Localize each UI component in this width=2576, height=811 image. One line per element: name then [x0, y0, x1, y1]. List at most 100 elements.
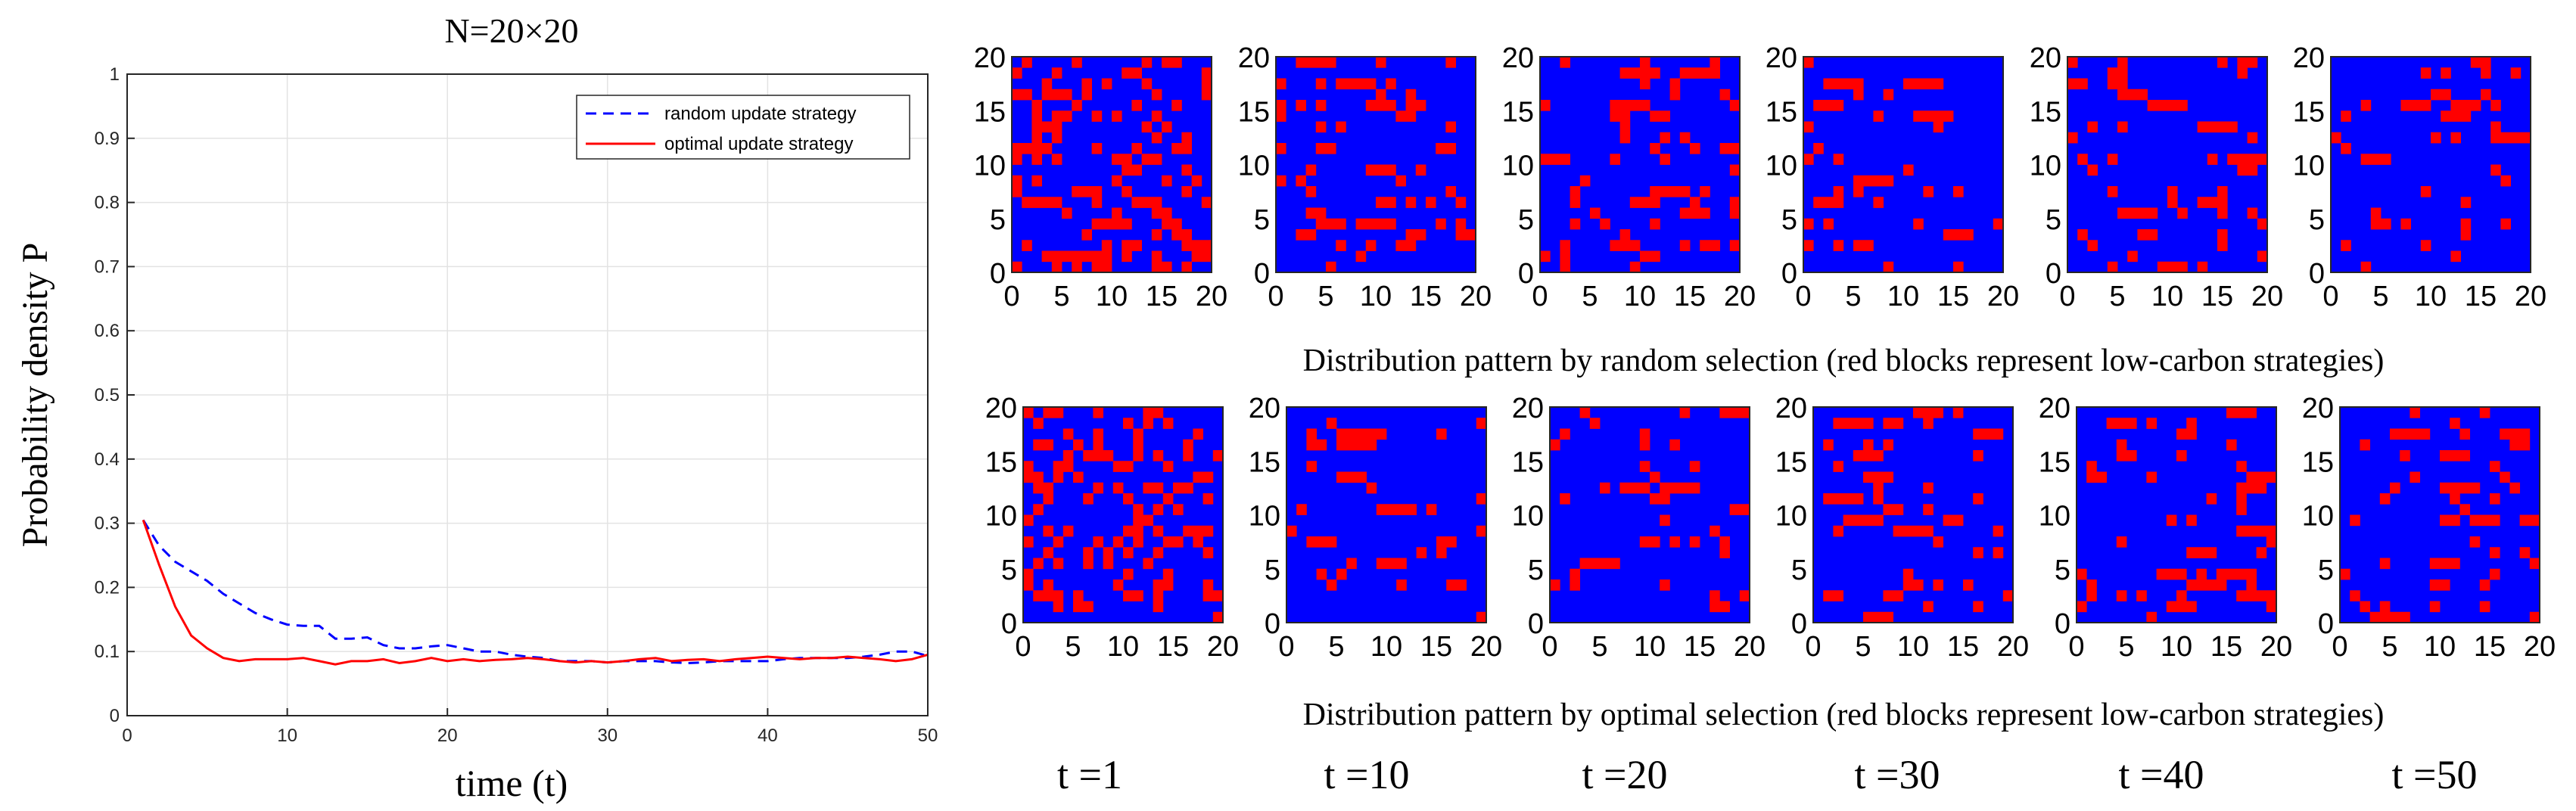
heatmap-cell — [1041, 89, 1053, 101]
heatmap-cell — [1873, 110, 1884, 122]
time-label: t =30 — [1855, 752, 1940, 797]
heatmap-cell — [1883, 504, 1904, 515]
heatmap-panel: 00 5 5 10 10 15 15 20 20 — [1238, 42, 1492, 312]
heatmap-cell — [1022, 57, 1032, 68]
heatmap-cell — [1053, 558, 1064, 570]
heatmap-cell — [1650, 67, 1660, 79]
heatmap-cell — [1863, 471, 1893, 483]
heatmap-cell — [1162, 207, 1172, 219]
heatmap-x-tick-label: 15 — [1684, 631, 1716, 663]
heatmap-cell — [1719, 407, 1750, 418]
heatmap-cell — [1396, 580, 1407, 591]
heatmap-cell — [1346, 558, 1357, 570]
y-tick-label: 0.3 — [95, 514, 120, 534]
y-tick-labels: 0 0.1 0.2 0.3 0.4 0.5 0.6 0.7 0.8 0.9 1 — [95, 64, 120, 726]
heatmap-cell — [1073, 471, 1084, 483]
heatmap-cell — [1112, 482, 1124, 494]
heatmap-cell — [2116, 439, 2127, 451]
heatmap-cell — [1122, 164, 1132, 176]
heatmap-cell — [2107, 186, 2118, 197]
heatmap-y-tick-label: 5 — [1781, 204, 1797, 236]
heatmap-cell — [2246, 407, 2257, 418]
heatmap-cell — [2490, 461, 2500, 472]
heatmap-cell — [1376, 57, 1386, 68]
heatmap-cell — [1416, 547, 1427, 558]
heatmap-x-tick-label: 0 — [1805, 631, 1821, 663]
heatmap-cell — [1153, 504, 1164, 515]
heatmap-cell — [1650, 471, 1660, 483]
heatmap-cell — [1619, 482, 1650, 494]
heatmap-frame — [1539, 56, 1741, 273]
heatmap-cell — [1455, 229, 1467, 241]
heatmap-cell — [1386, 78, 1396, 90]
heatmap-cell — [1033, 418, 1044, 429]
heatmap-cell — [1033, 558, 1044, 570]
heatmap-cell — [2156, 568, 2187, 580]
heatmap-cell — [1619, 67, 1650, 79]
heatmap-cell — [2490, 493, 2500, 505]
heatmap-cell — [1560, 57, 1570, 68]
heatmap-cell — [1153, 407, 1164, 418]
heatmap-x-tick-label: 15 — [2210, 631, 2242, 663]
heatmap-cell — [2246, 471, 2277, 483]
heatmap-y-tick-label: 5 — [1791, 555, 1807, 586]
heatmap-y-tick-label: 20 — [1502, 42, 1534, 74]
heatmap-cell — [2217, 229, 2228, 241]
heatmap-cell — [1093, 450, 1103, 461]
heatmap-cell — [1610, 100, 1650, 111]
heatmap-cell — [1093, 439, 1103, 451]
heatmap-x-tick-label: 20 — [1724, 281, 1756, 312]
heatmap-x-tick-label: 15 — [1947, 631, 1979, 663]
heatmap-cell — [1083, 547, 1094, 558]
series-line-optimal — [142, 519, 929, 666]
heatmap-x-tick-label: 10 — [1887, 281, 1919, 312]
heatmap-cell — [2490, 132, 2531, 144]
heatmap-cell — [2440, 558, 2450, 570]
heatmap-cell — [2086, 461, 2097, 472]
heatmap-cell — [1570, 197, 1581, 208]
heatmap-cell — [1610, 240, 1641, 251]
heatmap-cell — [2086, 471, 2107, 483]
heatmap-cell — [1081, 89, 1092, 101]
heatmap-cell — [2237, 67, 2248, 79]
heatmap-cell — [1162, 218, 1172, 230]
heatmap-y-tick-label: 0 — [1518, 258, 1534, 290]
heatmap-y-tick-label: 0 — [2318, 608, 2334, 640]
heatmap-cell — [1012, 261, 1022, 273]
heatmap-y-tick-label: 10 — [2302, 501, 2334, 533]
heatmap-cell — [2077, 229, 2088, 241]
heatmap-cell — [2360, 100, 2372, 111]
heatmap-x-tick-label: 15 — [2201, 281, 2233, 312]
heatmap-y-tick-label: 20 — [2030, 42, 2061, 74]
heatmap-cell — [1141, 57, 1153, 68]
x-tick-label: 20 — [437, 726, 458, 746]
heatmap-cell — [1395, 240, 1417, 251]
heatmap-cell — [1640, 197, 1660, 208]
heatmap-panel: 00 5 5 10 10 15 15 20 20 — [2302, 393, 2556, 663]
heatmap-cell — [2217, 207, 2228, 219]
heatmap-x-tick-label: 10 — [1370, 631, 1402, 663]
heatmap-cell — [2087, 164, 2098, 176]
heatmap-cell — [1356, 428, 1387, 440]
heatmap-y-tick-label: 10 — [1512, 501, 1544, 533]
heatmap-y-tick-label: 5 — [1265, 555, 1280, 586]
heatmap-y-tick-label: 15 — [1775, 446, 1807, 478]
heatmap-cell — [2147, 100, 2188, 111]
heatmap-cell — [1276, 78, 1286, 90]
heatmap-cell — [1123, 590, 1134, 601]
heatmap-cell — [1336, 78, 1377, 90]
heatmap-cell — [1072, 261, 1082, 273]
heatmap-cell — [1043, 407, 1053, 418]
heatmap-cell — [1690, 143, 1700, 154]
heatmap-y-tick-label: 0 — [1791, 608, 1807, 640]
heatmap-cell — [2490, 164, 2501, 176]
heatmap-cell — [1660, 132, 1670, 144]
heatmap-cell — [2420, 186, 2431, 197]
heatmap-frame — [2076, 406, 2277, 623]
heatmap-y-tick-label: 20 — [1512, 393, 1544, 424]
heatmap-cell — [2350, 590, 2360, 601]
heatmap-cell — [1123, 418, 1134, 429]
heatmap-cell — [2400, 450, 2410, 461]
heatmap-cell — [1719, 601, 1730, 613]
heatmap-cell — [2459, 504, 2470, 515]
